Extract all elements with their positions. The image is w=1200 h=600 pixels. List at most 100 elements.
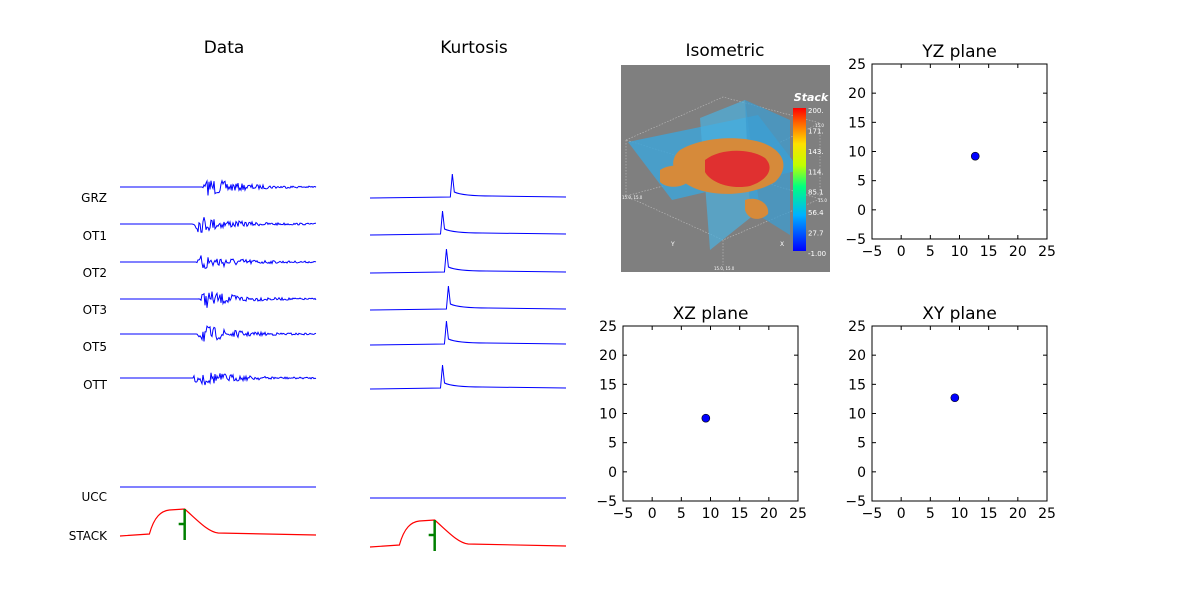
kurtosis-panel-title: Kurtosis [440,38,508,58]
x-tick-label: 5 [677,506,686,522]
y-tick-label: 0 [608,465,617,481]
x-tick-label: 25 [1038,506,1056,522]
iso-corner-label-4: 15.0 [815,123,824,128]
plot-frame [871,325,1048,502]
trace-ott [120,372,317,386]
iso-axis-label-y: Y [670,241,675,248]
colorbar-tick-labels: 200. 171. 143. 114. 85.1 56.4 27.7 -1.00 [808,107,826,258]
colorbar-tick-label: 171. [808,127,824,135]
x-tick-label: 5 [926,506,935,522]
trace-grz [369,173,567,199]
trace-ot5 [120,325,317,342]
plot-frame [622,325,799,502]
y-tick-label: 25 [599,319,617,335]
station-label-ot2: OT2 [83,266,107,280]
yz-plane-title: YZ plane [921,42,997,62]
x-tick-label: 20 [1009,506,1027,522]
station-label-ott: OTT [83,378,108,392]
x-tick-label: −5 [613,506,634,522]
x-tick-label: −5 [862,244,883,260]
x-tick-label: 0 [897,506,906,522]
xy-plane-title: XY plane [922,304,997,324]
y-tick-label: 25 [848,319,866,335]
y-tick-label: 10 [848,145,866,161]
x-tick-label: 10 [951,244,969,260]
trace-ott [369,364,567,390]
station-label-ot1: OT1 [83,229,107,243]
x-tick-label: 25 [789,506,807,522]
xz-plane-plot: XZ plane −5 0 5 10 15 20 25 −5 0 5 10 15 20 25 [596,304,807,522]
y-tick-label: −5 [596,494,617,510]
colorbar-tick-label: 56.4 [808,209,824,217]
x-tick-label: 10 [702,506,720,522]
x-tick-label: 5 [926,244,935,260]
x-tick-label: 15 [980,244,998,260]
xz-plane-title: XZ plane [673,304,749,324]
y-tick-label: 20 [848,348,866,364]
y-tick-label: 5 [608,436,617,452]
isometric-isosurface [660,138,784,219]
y-tick-label: −5 [845,494,866,510]
trace-ot1 [120,217,317,233]
yz-plane-plot: YZ plane −5 0 5 10 15 20 25 −5 0 5 10 15 20 25 [845,42,1056,260]
plot-frame [871,63,1048,240]
x-tick-label: 20 [760,506,778,522]
station-label-stack: STACK [69,529,108,543]
trace-ot1 [369,210,567,236]
colorbar-tick-label: 85.1 [808,189,824,197]
stack-trace [119,508,317,537]
trace-ot3 [369,285,567,311]
trace-ot2 [369,248,567,274]
isometric-title: Isometric [685,41,764,61]
x-tick-label: 0 [648,506,657,522]
isometric-view: Stack 200.171.143.114.85.156.427.7-1.00 … [621,65,830,272]
y-tick-label: 15 [848,377,866,393]
iso-axis-label-x: X [780,241,784,248]
colorbar-tick-label: 27.7 [808,230,824,238]
y-tick-label: 5 [857,436,866,452]
y-tick-label: 25 [848,57,866,73]
x-tick-label: 25 [1038,244,1056,260]
trace-ot2 [120,255,317,269]
x-tick-label: 15 [731,506,749,522]
trace-ot5 [369,320,567,346]
xy-plane-plot: XY plane −5 0 5 10 15 20 25 −5 0 5 10 15 20 25 [845,304,1056,522]
y-tick-label: 5 [857,174,866,190]
location-marker [701,413,711,423]
location-marker [970,151,980,161]
x-tick-label: −5 [862,506,883,522]
stack-trace [369,519,567,548]
x-tick-label: 10 [951,506,969,522]
y-tick-label: 10 [848,407,866,423]
iso-corner-label-1: 15.0, 15.0 [622,195,643,200]
colorbar [793,108,806,251]
trace-ot3 [120,291,317,308]
colorbar-title: Stack [794,91,829,104]
y-tick-label: 10 [599,407,617,423]
colorbar-tick-label: 143. [808,148,824,156]
station-label-ot5: OT5 [83,340,107,354]
y-tick-label: 0 [857,203,866,219]
y-tick-label: 20 [599,348,617,364]
trace-grz [120,179,317,196]
location-marker [950,393,960,403]
iso-corner-label-3: 15.0, 15.0 [714,266,735,271]
y-tick-label: 20 [848,86,866,102]
colorbar-tick-label: 200. [808,107,824,115]
station-label-ucc: UCC [81,490,107,504]
y-tick-label: 0 [857,465,866,481]
y-tick-label: −5 [845,232,866,248]
station-label-grz: GRZ [81,191,107,205]
data-trace-panel: GRZ OT1 OT2 OT3 OT5 OTT UCC STACK [69,179,317,543]
station-label-ot3: OT3 [83,303,107,317]
x-tick-label: 20 [1009,244,1027,260]
colorbar-tick-label: 114. [808,168,824,176]
iso-corner-label-2: 15.0 [818,198,827,203]
kurtosis-trace-panel [369,173,567,551]
x-tick-label: 15 [980,506,998,522]
y-tick-label: 15 [848,115,866,131]
y-tick-label: 15 [599,377,617,393]
x-tick-label: 0 [897,244,906,260]
colorbar-tick-label: -1.00 [808,250,826,258]
